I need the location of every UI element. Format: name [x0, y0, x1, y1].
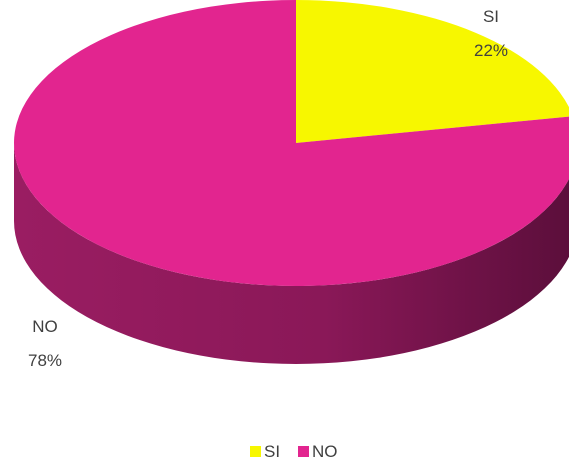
- data-labels: SI 22% NO 78%: [28, 7, 508, 370]
- slice-side-no: [14, 143, 569, 364]
- pie-slices: [14, 0, 569, 364]
- legend: SI NO: [250, 442, 338, 461]
- slice-si: [296, 0, 569, 143]
- legend-swatch-si: [250, 446, 261, 457]
- data-label-category-si: SI: [483, 7, 499, 26]
- legend-swatch-no: [298, 446, 309, 457]
- legend-label-no: NO: [312, 442, 338, 461]
- slice-no: [14, 0, 569, 286]
- data-label-category-no: NO: [32, 317, 58, 336]
- data-label-value-si: 22%: [474, 41, 508, 60]
- data-label-value-no: 78%: [28, 351, 62, 370]
- legend-label-si: SI: [264, 442, 280, 461]
